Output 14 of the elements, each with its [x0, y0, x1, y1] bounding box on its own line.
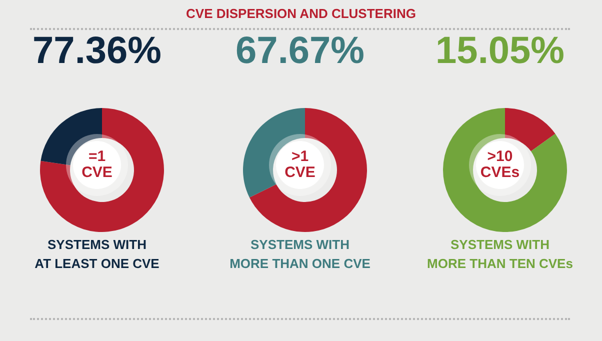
text: >10 CVEs [479, 148, 521, 181]
text: SYSTEMS WITH MORE THAN TEN CVEs [426, 236, 574, 273]
chart-title: 15.05% [434, 30, 566, 73]
donut-slice [40, 108, 164, 232]
chart-title: 77.36% [32, 30, 162, 73]
text: =1 CVE [80, 148, 114, 181]
text: >1 CVE [284, 148, 316, 181]
chart-title: 67.67% [234, 30, 366, 73]
text: SYSTEMS WITH MORE THAN ONE CVE [228, 236, 372, 273]
donut-slice [249, 108, 367, 232]
text: CVE DISPERSION AND CLUSTERING [185, 6, 417, 21]
text: SYSTEMS WITH AT LEAST ONE CVE [34, 236, 160, 273]
donut-slice [443, 108, 567, 232]
donut-slice [505, 108, 556, 152]
